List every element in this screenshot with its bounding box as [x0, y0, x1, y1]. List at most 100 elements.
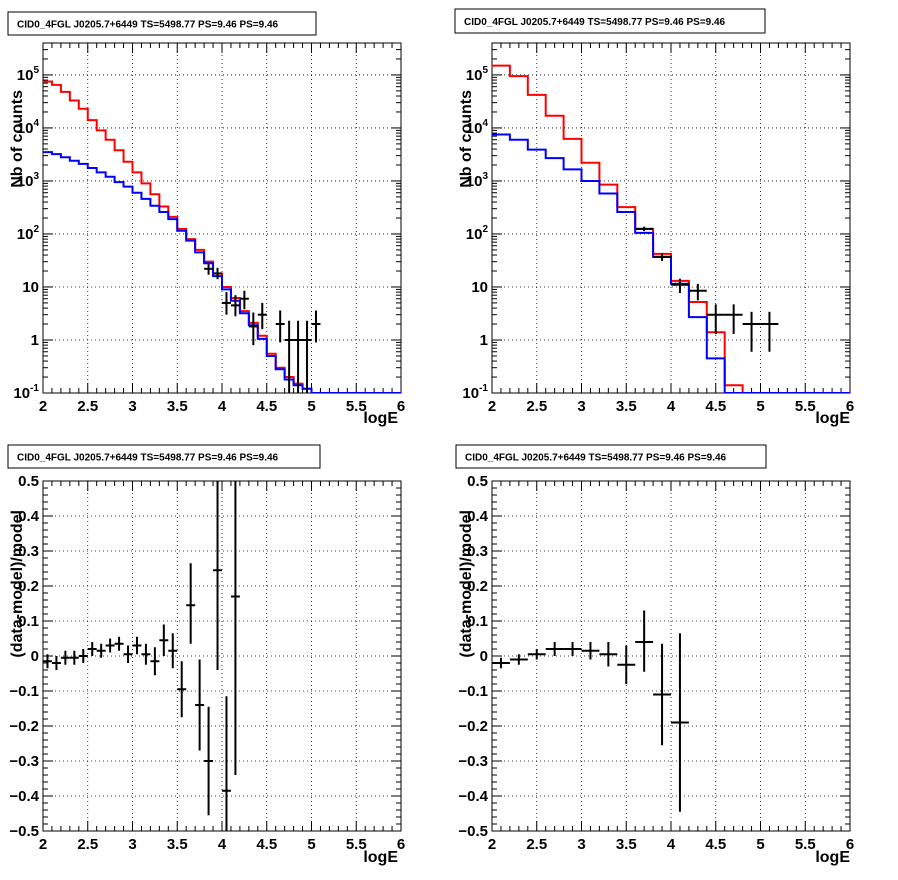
y-tick-label: 105 — [466, 65, 489, 84]
x-tick-label: 5.5 — [795, 836, 816, 853]
data-point — [51, 656, 61, 670]
x-axis-label: logE — [363, 849, 398, 866]
data-point — [760, 311, 779, 352]
x-tick-label: 4 — [667, 836, 676, 853]
x-tick-label: 5 — [756, 398, 764, 415]
y-tick-label: −0.1 — [458, 683, 488, 700]
y-tick-label: 105 — [17, 65, 40, 84]
title-box — [454, 8, 766, 34]
data-point — [635, 610, 654, 672]
title-box — [455, 444, 767, 469]
x-tick-label: 3.5 — [167, 398, 188, 415]
y-tick-label: 1 — [31, 332, 39, 349]
y-tick-exponent: 2 — [33, 224, 39, 235]
chart-title: CID0_4FGL J0205.7+6449 TS=5498.77 PS=9.4… — [465, 453, 727, 464]
data-point — [653, 253, 671, 261]
chart-title: CID0_4FGL J0205.7+6449 TS=5498.77 PS=9.4… — [17, 453, 279, 464]
x-tick-label: 5.5 — [346, 398, 367, 415]
x-tick-label: 5.5 — [346, 836, 367, 853]
x-tick-label: 5 — [756, 836, 764, 853]
data-point — [671, 633, 689, 812]
data-point — [653, 643, 671, 746]
y-tick-label: 0.4 — [467, 508, 489, 525]
data-point — [527, 649, 546, 660]
data-point — [132, 636, 142, 655]
x-tick-label: 2.5 — [526, 398, 547, 415]
data-point — [230, 481, 240, 775]
x-tick-label: 6 — [846, 398, 854, 415]
y-tick-exponent: 4 — [33, 118, 39, 129]
data-point — [141, 643, 151, 665]
y-tick-label: −0.5 — [458, 823, 488, 840]
y-tick-exponent: -1 — [30, 383, 39, 394]
y-tick-label: −0.4 — [458, 788, 488, 805]
data-point — [509, 654, 528, 665]
y-tick-exponent: 5 — [33, 65, 39, 76]
data-point — [239, 290, 249, 310]
x-tick-label: 6 — [846, 836, 854, 853]
data-point — [293, 320, 303, 393]
data-point — [230, 295, 240, 317]
data-point — [195, 659, 205, 751]
data-point — [213, 481, 222, 670]
data-point — [123, 645, 133, 663]
grid — [43, 481, 401, 831]
x-tick-label: 2.5 — [77, 836, 98, 853]
x-tick-label: 5 — [307, 836, 315, 853]
data-point — [599, 642, 618, 667]
chart-panel-bottom-left: 2 2.5 3 3.5 4 4.5 5 5.5 6 −0.5 −0.4 −0.3 −0.2 −0.1 0 0.… — [7, 444, 405, 866]
x-tick-label: 3.5 — [616, 836, 637, 853]
x-tick-label: 3 — [128, 398, 136, 415]
y-tick-exponent: 3 — [33, 171, 39, 182]
y-tick-label: −0.3 — [9, 753, 39, 770]
data-point — [545, 642, 564, 656]
x-tick-label: 6 — [397, 836, 405, 853]
data-point — [168, 633, 178, 669]
data-point — [177, 661, 187, 718]
y-tick-exponent: 5 — [482, 65, 488, 76]
y-tick-label: 0.5 — [18, 473, 39, 490]
model-histogram-model_blue — [43, 151, 401, 393]
x-tick-label: 4.5 — [256, 398, 277, 415]
x-tick-label: 4.5 — [256, 836, 277, 853]
y-tick-label: −0.1 — [9, 683, 39, 700]
data-point — [105, 638, 115, 653]
y-tick-label: −0.3 — [458, 753, 488, 770]
y-tick-label: 0 — [480, 648, 488, 665]
data-point — [581, 642, 600, 660]
model-histogram-model_blue — [492, 133, 850, 393]
data-point — [222, 292, 231, 315]
y-tick-label: 0.3 — [18, 543, 39, 560]
grid — [492, 481, 850, 831]
data-point — [671, 278, 689, 293]
y-tick-label: 1 — [480, 332, 488, 349]
y-tick-label: 0 — [31, 648, 39, 665]
y-tick-label: 10 — [471, 279, 488, 296]
y-tick-label: 0.3 — [467, 543, 488, 560]
data-point — [257, 302, 267, 330]
data-point — [706, 304, 725, 334]
x-tick-label: 2 — [39, 398, 47, 415]
y-tick-exponent: -1 — [479, 383, 488, 394]
x-tick-label: 6 — [397, 398, 405, 415]
x-tick-label: 3.5 — [616, 398, 637, 415]
y-axis-label: Nb of counts — [458, 90, 475, 188]
y-tick-label: 10 — [22, 279, 39, 296]
data-point — [159, 624, 169, 656]
title-box — [7, 444, 321, 469]
y-tick-exponent: 3 — [482, 171, 488, 182]
x-tick-label: 4.5 — [705, 398, 726, 415]
data-points — [492, 610, 689, 812]
y-tick-label: 102 — [466, 224, 489, 243]
data-point — [186, 563, 196, 644]
data-point — [69, 650, 79, 665]
data-point — [204, 264, 214, 275]
data-point — [60, 650, 70, 665]
x-axis-label: logE — [815, 849, 850, 866]
x-tick-label: 3.5 — [167, 836, 188, 853]
y-tick-label: 0.5 — [467, 473, 488, 490]
data-points — [43, 481, 240, 831]
y-tick-label: −0.2 — [458, 718, 488, 735]
chart-panel-top-left: 2 2.5 3 3.5 4 4.5 5 5.5 610-1110102103104105CID0… — [7, 11, 405, 427]
